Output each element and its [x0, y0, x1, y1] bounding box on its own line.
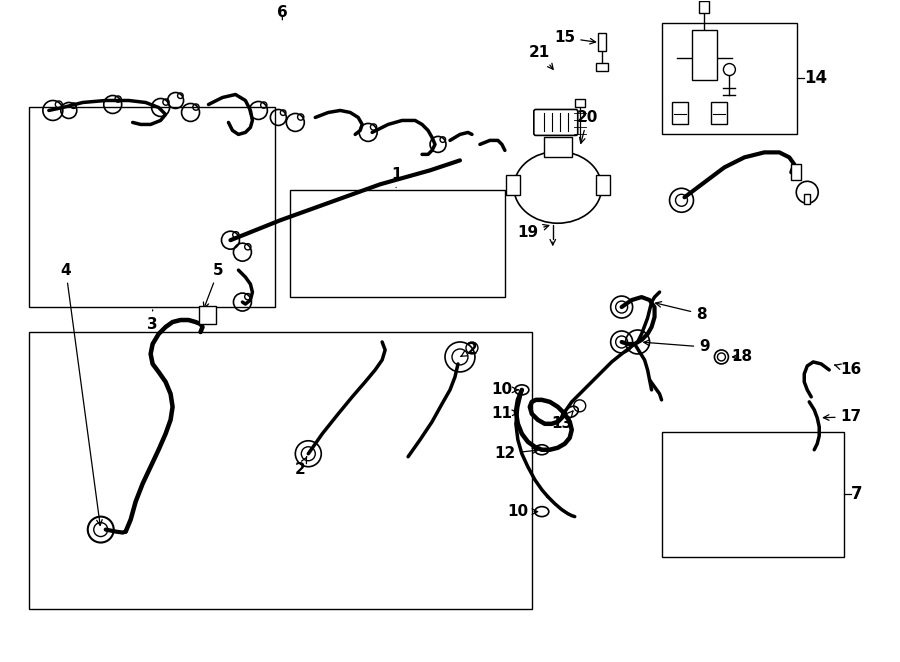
Text: 7: 7: [851, 485, 863, 502]
Bar: [575, 99, 585, 107]
Text: 11: 11: [491, 406, 518, 421]
Bar: [544, 138, 572, 158]
Bar: [291, 190, 505, 297]
Text: 20: 20: [577, 110, 598, 144]
Text: 10: 10: [491, 383, 518, 397]
Text: 14: 14: [805, 69, 827, 87]
Text: 21: 21: [529, 45, 554, 70]
Text: 5: 5: [203, 263, 224, 308]
Text: 10: 10: [508, 504, 537, 519]
Text: 9: 9: [644, 340, 710, 354]
Bar: [29, 332, 532, 610]
Text: 16: 16: [835, 362, 862, 377]
Text: 17: 17: [824, 409, 861, 424]
FancyBboxPatch shape: [534, 109, 578, 136]
Bar: [662, 432, 844, 557]
Bar: [596, 63, 608, 71]
Text: 2: 2: [461, 342, 477, 357]
Text: 19: 19: [518, 224, 549, 240]
Text: 18: 18: [731, 350, 752, 365]
Text: 12: 12: [494, 446, 537, 461]
Text: 8: 8: [655, 302, 706, 322]
Bar: [596, 175, 609, 195]
Bar: [712, 103, 727, 124]
Bar: [671, 103, 688, 124]
Text: 15: 15: [554, 30, 596, 45]
Bar: [506, 175, 520, 195]
Bar: [199, 306, 217, 324]
Bar: [805, 194, 810, 205]
Bar: [662, 23, 797, 134]
Bar: [692, 30, 717, 79]
Text: 1: 1: [391, 167, 401, 187]
Text: 2: 2: [295, 457, 307, 477]
Bar: [699, 1, 709, 13]
Text: 13: 13: [551, 411, 573, 432]
Bar: [598, 32, 606, 50]
Bar: [791, 164, 801, 180]
Text: 4: 4: [60, 263, 103, 526]
Bar: [29, 107, 275, 307]
Text: 6: 6: [277, 5, 288, 20]
Text: 3: 3: [148, 310, 157, 332]
